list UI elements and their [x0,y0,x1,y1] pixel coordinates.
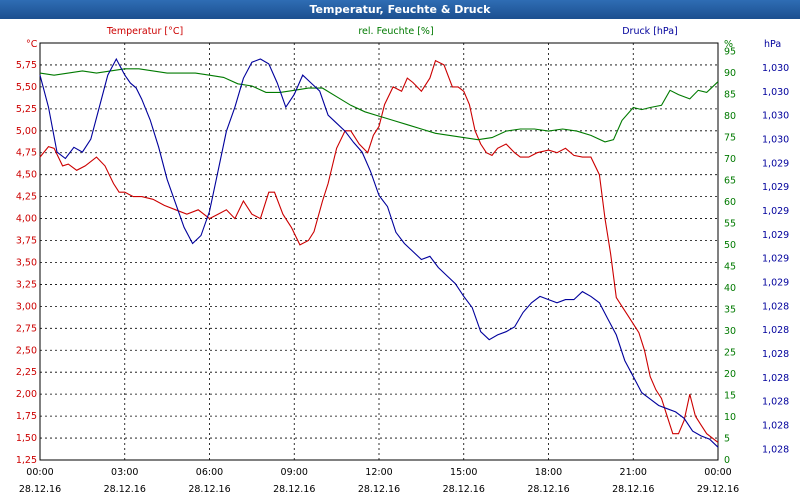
pressure-unit-label: hPa [764,39,781,50]
pressure-tick-label: 1,030 [762,111,789,122]
x-tick-time: 18:00 [535,467,562,478]
pressure-axis-title: Druck [hPa] [622,26,678,37]
pressure-tick-label: 1,028 [762,444,789,455]
humidity-series-line [39,68,719,143]
humidity-tick-label: 35 [724,305,736,316]
chart: 1,25 1,50 1,75 2,00 2,25 2,50 2,75 3,00 3,25 3,50… [16,26,789,495]
pressure-tick-label: 1,029 [762,230,789,241]
x-tick-time: 00:00 [26,467,53,478]
pressure-tick-label: 1,030 [762,63,789,74]
humidity-tick-label: 0 [724,455,730,466]
x-tick-time: 12:00 [365,467,392,478]
x-tick-time: 06:00 [196,467,223,478]
pressure-tick-label: 1,029 [762,182,789,193]
temperature-tick-label: 5,00 [16,126,37,137]
temperature-tick-label: 3,25 [16,279,37,290]
temperature-unit-label: °C [26,39,38,50]
temperature-tick-label: 5,50 [16,82,37,93]
temperature-tick-label: 4,50 [16,170,37,181]
humidity-tick-label: 75 [724,133,736,144]
temperature-tick-label: 5,75 [16,60,37,71]
pressure-tick-label: 1,030 [762,135,789,146]
humidity-unit-label: % [724,39,733,50]
temperature-series-line [39,59,719,443]
temperature-tick-label: 2,75 [16,323,37,334]
pressure-tick-label: 1,029 [762,254,789,265]
humidity-tick-label: 85 [724,90,736,101]
humidity-tick-label: 45 [724,262,736,273]
x-tick-date: 28.12.16 [273,484,315,495]
humidity-tick-label: 30 [724,326,736,337]
temperature-tick-label: 2,00 [16,389,37,400]
humidity-tick-label: 25 [724,348,736,359]
humidity-tick-label: 70 [724,154,736,165]
pressure-tick-label: 1,029 [762,206,789,217]
temperature-tick-label: 4,25 [16,192,37,203]
pressure-tick-label: 1,028 [762,349,789,360]
pressure-tick-label: 1,028 [762,420,789,431]
pressure-tick-label: 1,029 [762,158,789,169]
pressure-tick-label: 1,028 [762,301,789,312]
x-tick-date: 29.12.16 [697,484,739,495]
humidity-tick-label: 40 [724,283,736,294]
temperature-tick-label: 4,75 [16,148,37,159]
x-tick-date: 28.12.16 [443,484,485,495]
x-tick-date: 28.12.16 [19,484,61,495]
pressure-tick-label: 1,028 [762,397,789,408]
x-tick-time: 21:00 [620,467,647,478]
temperature-tick-label: 1,50 [16,433,37,444]
humidity-tick-label: 55 [724,219,736,230]
x-tick-time: 15:00 [450,467,477,478]
temperature-axis-title: Temperatur [°C] [106,26,183,37]
humidity-tick-label: 65 [724,176,736,187]
pressure-series-line [39,57,719,448]
x-tick-date: 28.12.16 [612,484,654,495]
humidity-tick-label: 5 [724,434,730,445]
temperature-tick-label: 5,25 [16,104,37,115]
humidity-tick-label: 50 [724,240,736,251]
pressure-tick-label: 1,029 [762,277,789,288]
plot-area [39,42,719,461]
humidity-axis-title: rel. Feuchte [%] [358,26,433,37]
x-tick-date: 28.12.16 [527,484,569,495]
humidity-tick-label: 80 [724,111,736,122]
humidity-tick-label: 90 [724,68,736,79]
x-tick-time: 09:00 [281,467,308,478]
x-tick-date: 28.12.16 [358,484,400,495]
chart-title: Temperatur, Feuchte & Druck [0,0,800,19]
temperature-tick-label: 3,50 [16,257,37,268]
humidity-tick-label: 60 [724,197,736,208]
temperature-tick-label: 4,00 [16,214,37,225]
x-tick-time: 03:00 [111,467,138,478]
temperature-tick-label: 3,00 [16,301,37,312]
x-tick-date: 28.12.16 [188,484,230,495]
temperature-tick-label: 2,25 [16,367,37,378]
x-tick-time: 00:00 [704,467,731,478]
humidity-tick-label: 15 [724,391,736,402]
humidity-tick-label: 95 [724,47,736,58]
pressure-tick-label: 1,030 [762,87,789,98]
humidity-tick-label: 10 [724,412,736,423]
pressure-tick-label: 1,028 [762,325,789,336]
x-tick-date: 28.12.16 [104,484,146,495]
pressure-tick-label: 1,028 [762,373,789,384]
temperature-tick-label: 2,50 [16,345,37,356]
temperature-tick-label: 1,25 [16,455,37,466]
humidity-tick-label: 20 [724,369,736,380]
temperature-tick-label: 1,75 [16,411,37,422]
temperature-tick-label: 3,75 [16,236,37,247]
